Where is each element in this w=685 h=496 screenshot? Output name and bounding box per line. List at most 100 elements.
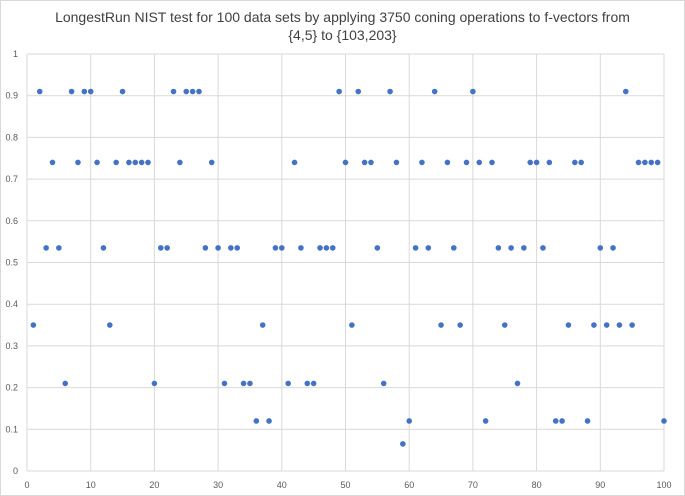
data-point: [368, 159, 374, 166]
data-point: [68, 88, 75, 95]
data-points: [30, 88, 667, 447]
y-tick-label: 1: [13, 49, 18, 59]
y-tick-label: 0.1: [5, 424, 18, 434]
data-point: [272, 245, 279, 251]
data-point: [100, 245, 107, 251]
x-tick-label: 40: [277, 480, 287, 490]
data-point: [317, 245, 323, 251]
data-point: [546, 159, 553, 166]
data-point: [521, 245, 527, 251]
data-point: [450, 245, 457, 251]
data-point: [393, 159, 400, 166]
data-point: [145, 159, 151, 166]
data-point: [463, 159, 470, 166]
data-point: [425, 245, 432, 251]
data-point: [552, 418, 559, 424]
data-point: [400, 441, 406, 447]
data-point: [642, 159, 648, 166]
data-point: [126, 159, 132, 166]
data-point: [266, 418, 272, 424]
y-tick-label: 0.9: [5, 91, 18, 101]
data-point: [170, 88, 177, 95]
data-point: [291, 159, 298, 166]
data-point: [591, 322, 597, 328]
data-point: [616, 322, 623, 328]
data-point: [610, 245, 616, 251]
data-point: [81, 88, 88, 95]
data-point: [444, 159, 451, 166]
data-point: [572, 159, 578, 166]
x-tick-label: 30: [213, 480, 223, 490]
data-point: [304, 380, 311, 387]
data-point: [151, 380, 158, 387]
y-tick-label: 0.6: [5, 216, 18, 226]
data-point: [30, 322, 37, 328]
data-point: [279, 245, 285, 251]
y-tick-label: 0.8: [5, 132, 18, 142]
data-point: [470, 88, 476, 95]
data-point: [603, 322, 610, 328]
data-point: [234, 245, 241, 251]
data-point: [342, 159, 349, 166]
data-point: [578, 159, 584, 166]
data-point: [221, 380, 228, 387]
data-point: [87, 88, 94, 95]
data-point: [119, 88, 126, 95]
data-point: [157, 245, 164, 251]
data-point: [259, 322, 266, 328]
data-point: [431, 88, 438, 95]
data-point: [36, 88, 43, 95]
data-point: [629, 322, 635, 328]
x-tick-label: 50: [340, 480, 350, 490]
x-tick-label: 90: [595, 480, 605, 490]
data-point: [240, 380, 247, 387]
data-point: [540, 245, 546, 251]
data-point: [374, 245, 381, 251]
chart-title-line-2: {4,5} to {103,203}: [288, 27, 397, 43]
data-point: [310, 380, 317, 387]
chart-title-line-1: LongestRun NIST test for 100 data sets b…: [55, 9, 630, 25]
gridlines: [26, 53, 665, 472]
data-point: [208, 159, 215, 166]
data-point: [412, 245, 419, 251]
data-point: [635, 159, 642, 166]
data-point: [508, 245, 514, 251]
y-tick-label: 0: [13, 466, 18, 476]
data-point: [419, 159, 425, 166]
data-point: [177, 159, 183, 166]
y-axis-tick-labels: 0 0.1 0.2 0.3 0.4 0.5 0.6 0.7 0.8 0.9 1: [5, 49, 18, 476]
x-tick-label: 70: [468, 480, 478, 490]
data-point: [62, 380, 69, 387]
data-point: [489, 159, 495, 166]
x-tick-label: 0: [24, 480, 29, 490]
data-point: [285, 380, 291, 387]
data-point: [622, 88, 629, 95]
x-tick-label: 60: [404, 480, 414, 490]
data-point: [202, 245, 209, 251]
data-point: [514, 380, 521, 387]
data-point: [75, 159, 81, 166]
y-tick-label: 0.4: [5, 299, 18, 309]
data-point: [355, 88, 362, 95]
data-point: [298, 245, 304, 251]
data-point: [584, 418, 591, 424]
y-tick-label: 0.5: [5, 258, 18, 268]
data-point: [132, 159, 139, 166]
data-point: [387, 88, 393, 95]
data-point: [228, 245, 234, 251]
data-point: [196, 88, 202, 95]
data-point: [533, 159, 540, 166]
data-point: [648, 159, 655, 166]
x-tick-label: 20: [149, 480, 159, 490]
chart-title: LongestRun NIST test for 100 data sets b…: [0, 8, 685, 44]
data-point: [380, 380, 387, 387]
data-point: [501, 322, 508, 328]
y-tick-label: 0.2: [5, 383, 18, 393]
data-point: [597, 245, 604, 251]
data-point: [336, 88, 342, 95]
data-point: [247, 380, 253, 387]
data-point: [476, 159, 483, 166]
data-point: [329, 245, 336, 251]
